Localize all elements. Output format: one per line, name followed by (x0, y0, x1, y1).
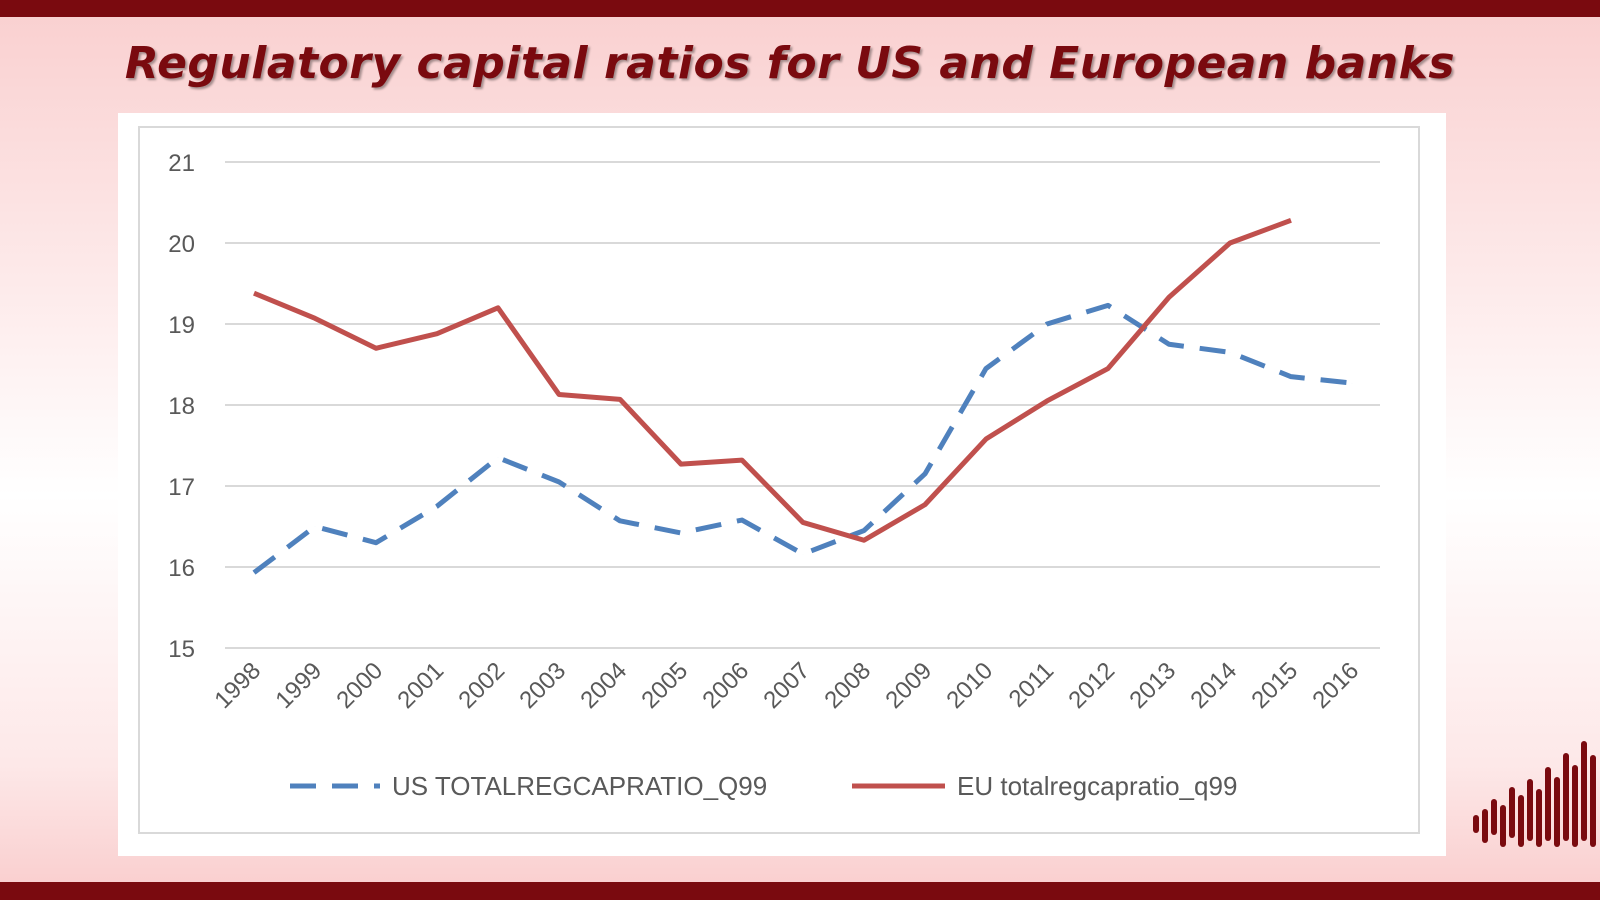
x-tick-label: 2002 (453, 657, 510, 714)
x-tick-label: 2009 (880, 657, 937, 714)
y-tick-label: 17 (168, 474, 195, 501)
y-tick-label: 15 (168, 636, 195, 663)
x-tick-label: 2016 (1307, 657, 1364, 714)
slide-title: Regulatory capital ratios for US and Eur… (124, 38, 1456, 89)
legend-label: EU totalregcapratio_q99 (957, 771, 1237, 801)
x-tick-label: 2015 (1246, 657, 1303, 714)
x-tick-label: 2013 (1124, 657, 1181, 714)
x-tick-label: 2000 (331, 657, 388, 714)
x-tick-label: 2005 (636, 657, 693, 714)
x-tick-label: 2003 (514, 657, 571, 714)
x-tick-label: 2006 (697, 657, 754, 714)
x-tick-label: 2007 (758, 657, 815, 714)
x-axis-ticks: 1998 1999 2000 2001 2002 2003 2004 2005 2006 2007… (209, 657, 1364, 714)
y-tick-label: 18 (168, 393, 195, 420)
y-axis-ticks: 15 16 17 18 19 20 21 (168, 150, 195, 663)
series-lines (252, 217, 1353, 575)
x-tick-label: 2004 (575, 657, 632, 714)
y-tick-label: 16 (168, 555, 195, 582)
x-tick-label: 2008 (819, 657, 876, 714)
y-tick-label: 21 (168, 150, 195, 177)
y-tick-label: 20 (168, 231, 195, 258)
y-tick-label: 19 (168, 312, 195, 339)
chart-panel (118, 113, 1446, 856)
x-tick-label: 2001 (392, 657, 449, 714)
x-tick-label: 2014 (1185, 657, 1242, 714)
x-tick-label: 1999 (270, 657, 327, 714)
bottom-brand-bar (0, 882, 1600, 900)
series-line-eu (253, 217, 1292, 543)
legend: US TOTALREGCAPRATIO_Q99 EU totalregcaprat… (290, 771, 1237, 801)
top-brand-bar (0, 0, 1600, 17)
x-tick-label: 2010 (941, 657, 998, 714)
x-tick-label: 1998 (209, 657, 266, 714)
gridlines (225, 161, 1380, 649)
legend-label: US TOTALREGCAPRATIO_Q99 (392, 771, 767, 801)
series-line-us (252, 302, 1353, 575)
brand-logo (1473, 741, 1596, 847)
x-tick-label: 2012 (1063, 657, 1120, 714)
chart-frame (138, 126, 1420, 834)
x-tick-label: 2011 (1004, 657, 1060, 713)
